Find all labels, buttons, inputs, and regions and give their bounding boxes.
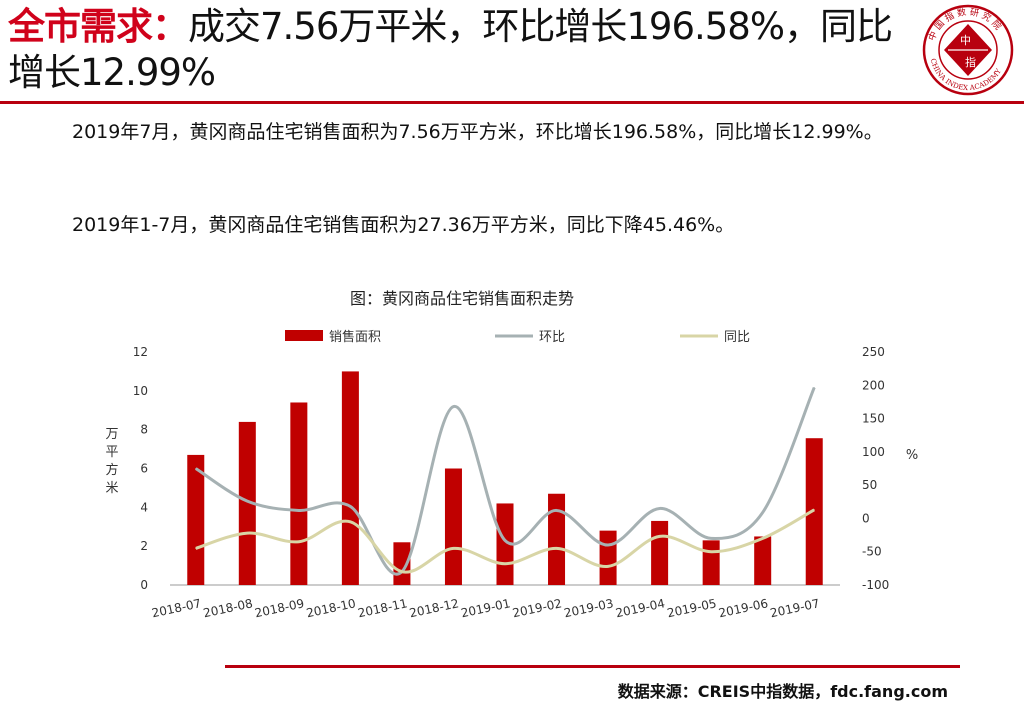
page-title: 全市需求：成交7.56万平米，环比增长196.58%，同比增长12.99%: [8, 4, 913, 96]
point-mom-2019-07: [813, 387, 815, 389]
point-mom-2018-09: [298, 509, 300, 511]
data-source: 数据来源：CREIS中指数据，fdc.fang.com: [617, 682, 948, 701]
bar-2019-06: [754, 536, 772, 585]
point-yoy-2019-03: [607, 565, 609, 567]
chart-title: 图：黄冈商品住宅销售面积走势: [350, 289, 574, 308]
x-tick-label: 2018-12: [408, 596, 460, 620]
bar-2019-05: [702, 540, 720, 585]
page-title-rest: 成交7.56万平米，环比增长196.58%，同比增长12.99%: [8, 5, 893, 94]
legend-label: 同比: [724, 330, 750, 345]
logo-center-char-2: 指: [965, 55, 976, 69]
point-yoy-2019-02: [556, 547, 558, 549]
chart-bars: [187, 371, 823, 585]
point-yoy-2018-08: [246, 532, 248, 534]
bar-2018-09: [290, 402, 308, 585]
point-mom-2019-03: [607, 544, 609, 546]
point-mom-2018-10: [349, 505, 351, 507]
x-tick-label: 2018-10: [305, 596, 357, 620]
y-right-tick-label: 150: [862, 412, 885, 426]
bar-2018-12: [444, 468, 462, 585]
point-mom-2019-05: [710, 537, 712, 539]
y-right-tick-label: 50: [862, 478, 877, 492]
chart-x-labels: 2018-07 2018-08 2018-09 2018-10 2018-11 2018-…: [150, 596, 820, 620]
y-left-axis-title-char: 平: [105, 445, 118, 460]
y-left-tick-label: 8: [140, 423, 148, 437]
x-tick-label: 2019-01: [460, 596, 512, 620]
sales-area-chart: 图：黄冈商品住宅销售面积走势 销售面积 环比 同比 0 2 4 6 8 10 12 -100 -50…: [90, 280, 940, 630]
bar-2019-07: [805, 438, 823, 585]
point-mom-2019-04: [659, 507, 661, 509]
bar-2019-04: [651, 520, 669, 585]
x-tick-label: 2018-07: [150, 596, 202, 620]
chart-svg: 图：黄冈商品住宅销售面积走势 销售面积 环比 同比 0 2 4 6 8 10 12 -100 -50…: [105, 289, 918, 620]
y-left-tick-label: 6: [140, 462, 148, 476]
point-yoy-2018-09: [298, 541, 300, 543]
title-divider: [0, 101, 1024, 104]
bar-2019-02: [548, 493, 566, 585]
y-left-tick-label: 12: [133, 345, 148, 359]
x-tick-label: 2018-08: [202, 596, 254, 620]
y-left-axis-title-char: 方: [105, 462, 118, 478]
x-tick-label: 2019-04: [614, 596, 666, 620]
point-mom-2019-01: [504, 539, 506, 541]
point-yoy-2018-10: [349, 521, 351, 523]
point-yoy-2019-05: [710, 551, 712, 553]
point-mom-2019-02: [556, 509, 558, 511]
x-tick-label: 2019-03: [563, 596, 615, 620]
bar-2018-10: [341, 371, 359, 585]
y-left-tick-label: 4: [140, 500, 148, 514]
logo-center-char-1: 中: [960, 34, 971, 47]
y-left-axis-title-char: 万: [105, 427, 118, 442]
y-left-axis-title-char: 米: [105, 481, 118, 496]
x-tick-label: 2019-07: [769, 596, 821, 620]
y-right-tick-label: -100: [862, 578, 889, 592]
y-left-tick-label: 2: [140, 539, 148, 553]
point-mom-2018-07: [195, 468, 197, 469]
y-right-tick-label: 0: [862, 511, 870, 525]
y-right-tick-label: 100: [862, 445, 885, 459]
legend-label: 销售面积: [329, 329, 381, 345]
point-mom-2018-08: [246, 500, 248, 502]
paragraph-monthly: 2019年7月，黄冈商品住宅销售面积为7.56万平方米，环比增长196.58%，…: [72, 121, 883, 143]
legend-swatch-bar: [285, 330, 323, 341]
point-yoy-2019-04: [659, 535, 661, 537]
chart-legend: 销售面积 环比 同比: [285, 329, 750, 345]
x-tick-label: 2018-09: [254, 596, 306, 620]
x-tick-label: 2019-05: [666, 596, 718, 620]
y-left-tick-label: 10: [133, 384, 148, 398]
point-yoy-2018-11: [401, 571, 403, 573]
legend-label: 环比: [539, 330, 565, 345]
chart-axes: 0 2 4 6 8 10 12 -100 -50 0 50 100 150 200 250 万平方米%: [105, 345, 918, 592]
x-tick-label: 2018-11: [357, 596, 409, 620]
point-yoy-2018-07: [195, 547, 197, 549]
china-index-academy-logo: 中 国 指 数 研 究 院 CHINA INDEX ACADEMY 中 指: [922, 4, 1014, 96]
point-yoy-2019-01: [504, 563, 506, 565]
point-yoy-2018-12: [452, 547, 454, 549]
bar-2018-07: [187, 454, 205, 585]
y-right-tick-label: 200: [862, 378, 885, 392]
point-yoy-2019-07: [813, 509, 815, 511]
point-mom-2019-06: [762, 511, 764, 513]
point-yoy-2019-06: [762, 537, 764, 539]
bar-2019-03: [599, 530, 617, 585]
y-right-tick-label: 250: [862, 345, 885, 359]
y-right-axis-title: %: [906, 448, 918, 463]
footer-divider: [225, 665, 960, 668]
chart-lines: [194, 386, 816, 576]
point-mom-2018-12: [452, 406, 454, 408]
y-right-tick-label: -50: [862, 545, 882, 559]
bar-2018-08: [238, 421, 256, 585]
paragraph-ytd: 2019年1-7月，黄冈商品住宅销售面积为27.36万平方米，同比下降45.46…: [72, 214, 735, 236]
x-tick-label: 2019-02: [511, 596, 563, 620]
page-title-accent: 全市需求：: [8, 5, 189, 48]
y-left-tick-label: 0: [140, 578, 148, 592]
x-tick-label: 2019-06: [717, 596, 769, 620]
